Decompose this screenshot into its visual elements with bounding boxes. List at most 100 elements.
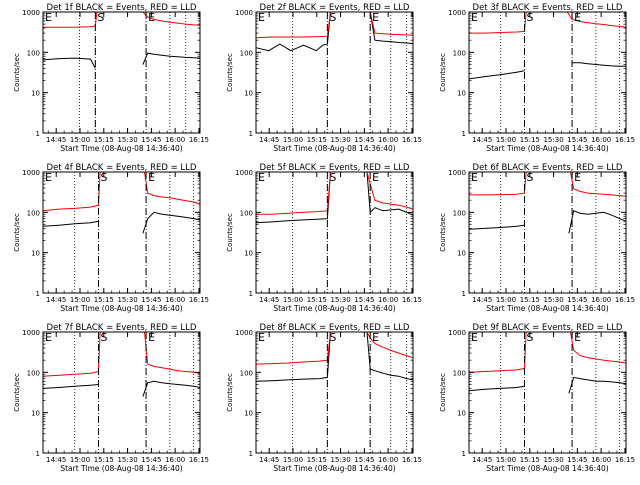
x-tick-label: 16:15: [615, 136, 635, 144]
panel-title: Det 2f BLACK = Events, RED = LLD: [260, 3, 410, 13]
y-axis-label: Counts/sec: [226, 53, 234, 92]
x-tick-label: 14:45: [259, 296, 279, 304]
x-tick-label: 14:45: [472, 136, 492, 144]
x-tick-label: 15:30: [543, 136, 563, 144]
y-axis-label: Counts/sec: [439, 213, 447, 252]
y-axis-label: Counts/sec: [439, 373, 447, 412]
plot-frame: [255, 331, 414, 454]
x-axis-label: Start Time (08-Aug-08 14:36:40): [273, 464, 395, 473]
x-axis-label: Start Time (08-Aug-08 14:36:40): [60, 304, 182, 313]
y-tick-label: 1000: [235, 329, 253, 337]
marker-label: E: [471, 171, 478, 184]
x-axis-label: Start Time (08-Aug-08 14:36:40): [486, 144, 608, 153]
x-tick-label: 16:00: [591, 456, 611, 464]
y-tick-label: 1: [36, 450, 40, 458]
y-tick-label: 10: [457, 410, 466, 418]
y-tick-label: 100: [240, 209, 253, 217]
x-tick-label: 15:00: [496, 456, 516, 464]
marker-label: E: [148, 331, 155, 344]
y-tick-label: 1000: [448, 329, 466, 337]
marker-label: E: [45, 331, 52, 344]
y-tick-label: 1000: [448, 169, 466, 177]
x-axis-label: Start Time (08-Aug-08 14:36:40): [486, 464, 608, 473]
series-line-events: [468, 62, 626, 80]
series-line-events: [42, 211, 201, 234]
x-axis-label: Start Time (08-Aug-08 14:36:40): [60, 144, 182, 153]
plot-frame: [42, 11, 201, 134]
x-tick-label: 14:45: [259, 456, 279, 464]
x-tick-label: 16:15: [615, 296, 635, 304]
y-tick-label: 1000: [22, 169, 40, 177]
x-tick-label: 16:15: [615, 456, 635, 464]
y-tick-label: 1: [462, 450, 466, 458]
y-tick-label: 10: [244, 410, 253, 418]
y-tick-label: 100: [27, 209, 40, 217]
y-tick-label: 100: [453, 369, 466, 377]
x-tick-label: 15:30: [543, 296, 563, 304]
y-tick-label: 1000: [22, 329, 40, 337]
series-line-lld: [469, 11, 627, 34]
series-line-lld: [42, 331, 201, 377]
x-tick-label: 15:30: [543, 456, 563, 464]
x-tick-label: 15:15: [94, 456, 114, 464]
y-tick-label: 10: [31, 90, 40, 98]
x-axis-label: Start Time (08-Aug-08 14:36:40): [486, 304, 608, 313]
panel-title: Det 6f BLACK = Events, RED = LLD: [473, 163, 623, 173]
x-tick-label: 16:15: [402, 296, 422, 304]
marker-label: E: [148, 171, 155, 184]
x-tick-label: 16:15: [189, 456, 209, 464]
x-tick-label: 15:15: [307, 296, 327, 304]
x-axis-label: Start Time (08-Aug-08 14:36:40): [273, 144, 395, 153]
y-axis-label: Counts/sec: [439, 53, 447, 92]
marker-label: S: [527, 331, 534, 344]
panel-title: Det 9f BLACK = Events, RED = LLD: [473, 323, 623, 333]
x-tick-label: 15:00: [283, 136, 303, 144]
x-tick-label: 15:15: [94, 296, 114, 304]
x-tick-label: 15:15: [307, 136, 327, 144]
plot-frame: [255, 171, 414, 294]
y-tick-label: 1000: [448, 9, 466, 17]
x-tick-label: 16:00: [165, 456, 185, 464]
y-tick-label: 1: [462, 290, 466, 298]
x-tick-label: 15:30: [330, 136, 350, 144]
series-line-events: [468, 210, 627, 234]
marker-label: E: [372, 171, 379, 184]
x-tick-label: 15:45: [354, 136, 374, 144]
x-tick-label: 14:45: [46, 136, 66, 144]
x-tick-label: 16:15: [402, 456, 422, 464]
x-tick-label: 14:45: [472, 296, 492, 304]
series-line-lld: [42, 171, 201, 212]
x-tick-label: 16:15: [189, 296, 209, 304]
y-tick-label: 100: [453, 49, 466, 57]
y-tick-label: 100: [27, 49, 40, 57]
x-tick-label: 15:45: [141, 136, 161, 144]
x-tick-label: 14:45: [259, 136, 279, 144]
x-tick-label: 15:00: [283, 456, 303, 464]
x-tick-label: 15:00: [496, 296, 516, 304]
series-line-lld: [43, 11, 201, 28]
panel-title: Det 4f BLACK = Events, RED = LLD: [47, 163, 197, 173]
marker-label: E: [258, 11, 265, 24]
x-tick-label: 15:15: [520, 456, 540, 464]
x-axis-label: Start Time (08-Aug-08 14:36:40): [60, 464, 182, 473]
x-tick-label: 15:30: [330, 456, 350, 464]
marker-label: E: [258, 171, 265, 184]
y-tick-label: 10: [244, 250, 253, 258]
y-tick-label: 10: [31, 410, 40, 418]
y-tick-label: 10: [457, 90, 466, 98]
plot-frame: [468, 331, 627, 454]
y-tick-label: 1: [249, 130, 253, 138]
y-tick-label: 100: [453, 209, 466, 217]
plot-frame: [468, 11, 627, 134]
marker-label: S: [101, 331, 108, 344]
y-tick-label: 1000: [22, 9, 40, 17]
panel-title: Det 7f BLACK = Events, RED = LLD: [47, 323, 197, 333]
x-tick-label: 15:00: [70, 136, 90, 144]
x-tick-label: 15:45: [567, 136, 587, 144]
